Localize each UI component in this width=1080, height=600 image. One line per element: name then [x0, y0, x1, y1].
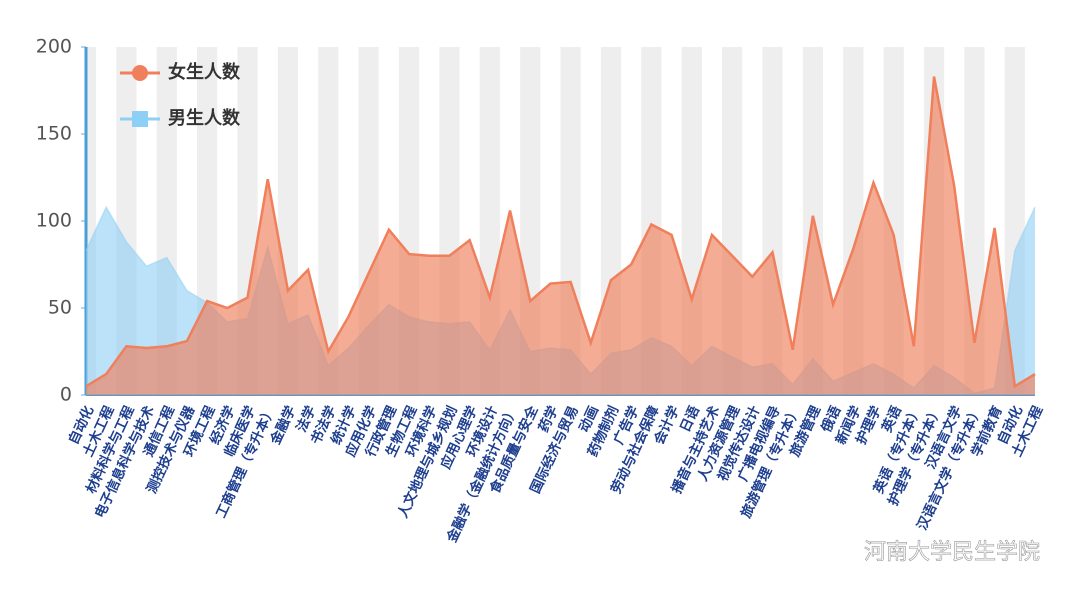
- y-tick-label: 100: [36, 210, 72, 232]
- legend-marker: [132, 111, 148, 127]
- legend-label: 男生人数: [168, 107, 241, 129]
- legend-marker: [132, 65, 148, 81]
- background-stripe: [318, 47, 339, 395]
- line: [85, 76, 1036, 389]
- y-tick-label: 50: [48, 297, 72, 319]
- watermark: 河南大学民生学院: [864, 540, 1040, 565]
- background-stripe: [86, 47, 97, 395]
- y-tick-label: 200: [36, 36, 72, 58]
- y-tick-label: 150: [36, 123, 72, 145]
- legend-label: 女生人数: [168, 61, 241, 83]
- y-tick-label: 0: [60, 384, 72, 406]
- area: [86, 76, 1035, 395]
